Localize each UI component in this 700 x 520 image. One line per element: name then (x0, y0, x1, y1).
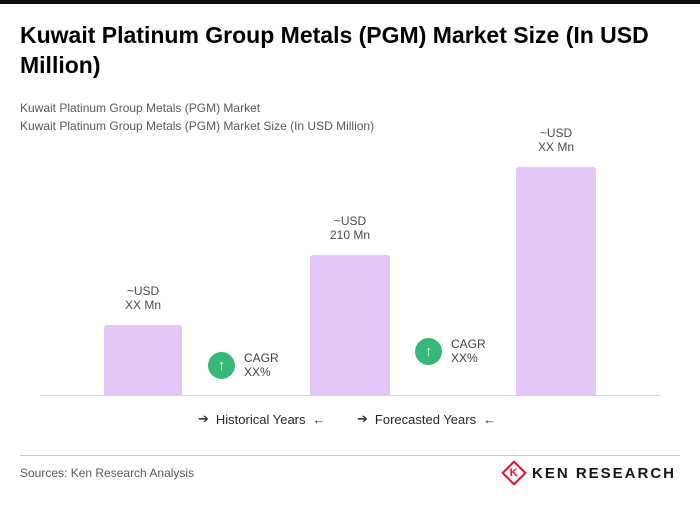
subtitle-line-1: Kuwait Platinum Group Metals (PGM) Marke… (20, 101, 261, 115)
up-arrow-icon: ↑ (415, 337, 442, 365)
top-border (0, 0, 700, 4)
cagr-text: CAGR XX% (244, 351, 279, 379)
cagr-value: XX% (244, 365, 271, 379)
bar-value-label: ~USD XX Mn (125, 284, 161, 312)
bar-group-forecast: ~USD XX Mn (516, 126, 596, 395)
cagr-badge-forecast: ↑ CAGR XX% (415, 337, 486, 365)
axis-label-text: Historical Years (215, 411, 306, 427)
axis-label-text: Forecasted Years (374, 411, 477, 427)
axis-label-historical-years: ➔ Historical Years ← (198, 411, 326, 427)
bar-chart: ~USD XX Mn ~USD 210 Mn ~USD XX Mn ↑ CAGR… (40, 120, 660, 396)
bar-value-line-1: ~USD (126, 284, 160, 298)
subtitle-line-2: Kuwait Platinum Group Metals (PGM) Marke… (20, 119, 375, 133)
ken-research-logo-icon: K (501, 460, 527, 486)
axis-label-forecasted-years: ➔ Forecasted Years ← (357, 411, 496, 427)
logo-letter: K (510, 466, 518, 479)
page-title: Kuwait Platinum Group Metals (PGM) Marke… (20, 22, 649, 79)
ken-research-logo: K KEN RESEARCH (501, 460, 676, 486)
bar-value-line-1: ~USD (333, 214, 367, 228)
bar (310, 255, 390, 395)
bar-value-line-1: ~USD (539, 126, 573, 140)
bar-value-label: ~USD XX Mn (538, 126, 574, 154)
bar (104, 325, 182, 395)
bar-value-line-2: XX Mn (537, 140, 575, 154)
right-arrow-icon: ➔ (357, 411, 368, 426)
left-arrow-icon: ← (312, 411, 326, 427)
left-arrow-icon: ← (483, 411, 497, 427)
logo-text: KEN RESEARCH (531, 464, 676, 482)
bar-value-line-2: 210 Mn (329, 228, 371, 242)
up-arrow-icon: ↑ (208, 351, 235, 379)
sources-text: Sources: Ken Research Analysis (20, 466, 195, 480)
bar-group-current: ~USD 210 Mn (310, 214, 390, 395)
bar-value-label: ~USD 210 Mn (330, 214, 370, 242)
cagr-text: CAGR XX% (451, 337, 486, 365)
cagr-badge-historical: ↑ CAGR XX% (208, 351, 279, 379)
bar-value-line-2: XX Mn (124, 298, 162, 312)
cagr-value: XX% (451, 351, 478, 365)
bar-group-historical: ~USD XX Mn (104, 284, 182, 395)
right-arrow-icon: ➔ (198, 411, 209, 426)
cagr-label: CAGR (244, 351, 279, 365)
cagr-label: CAGR (451, 337, 486, 351)
footer-divider (20, 455, 680, 456)
bar (516, 167, 596, 395)
